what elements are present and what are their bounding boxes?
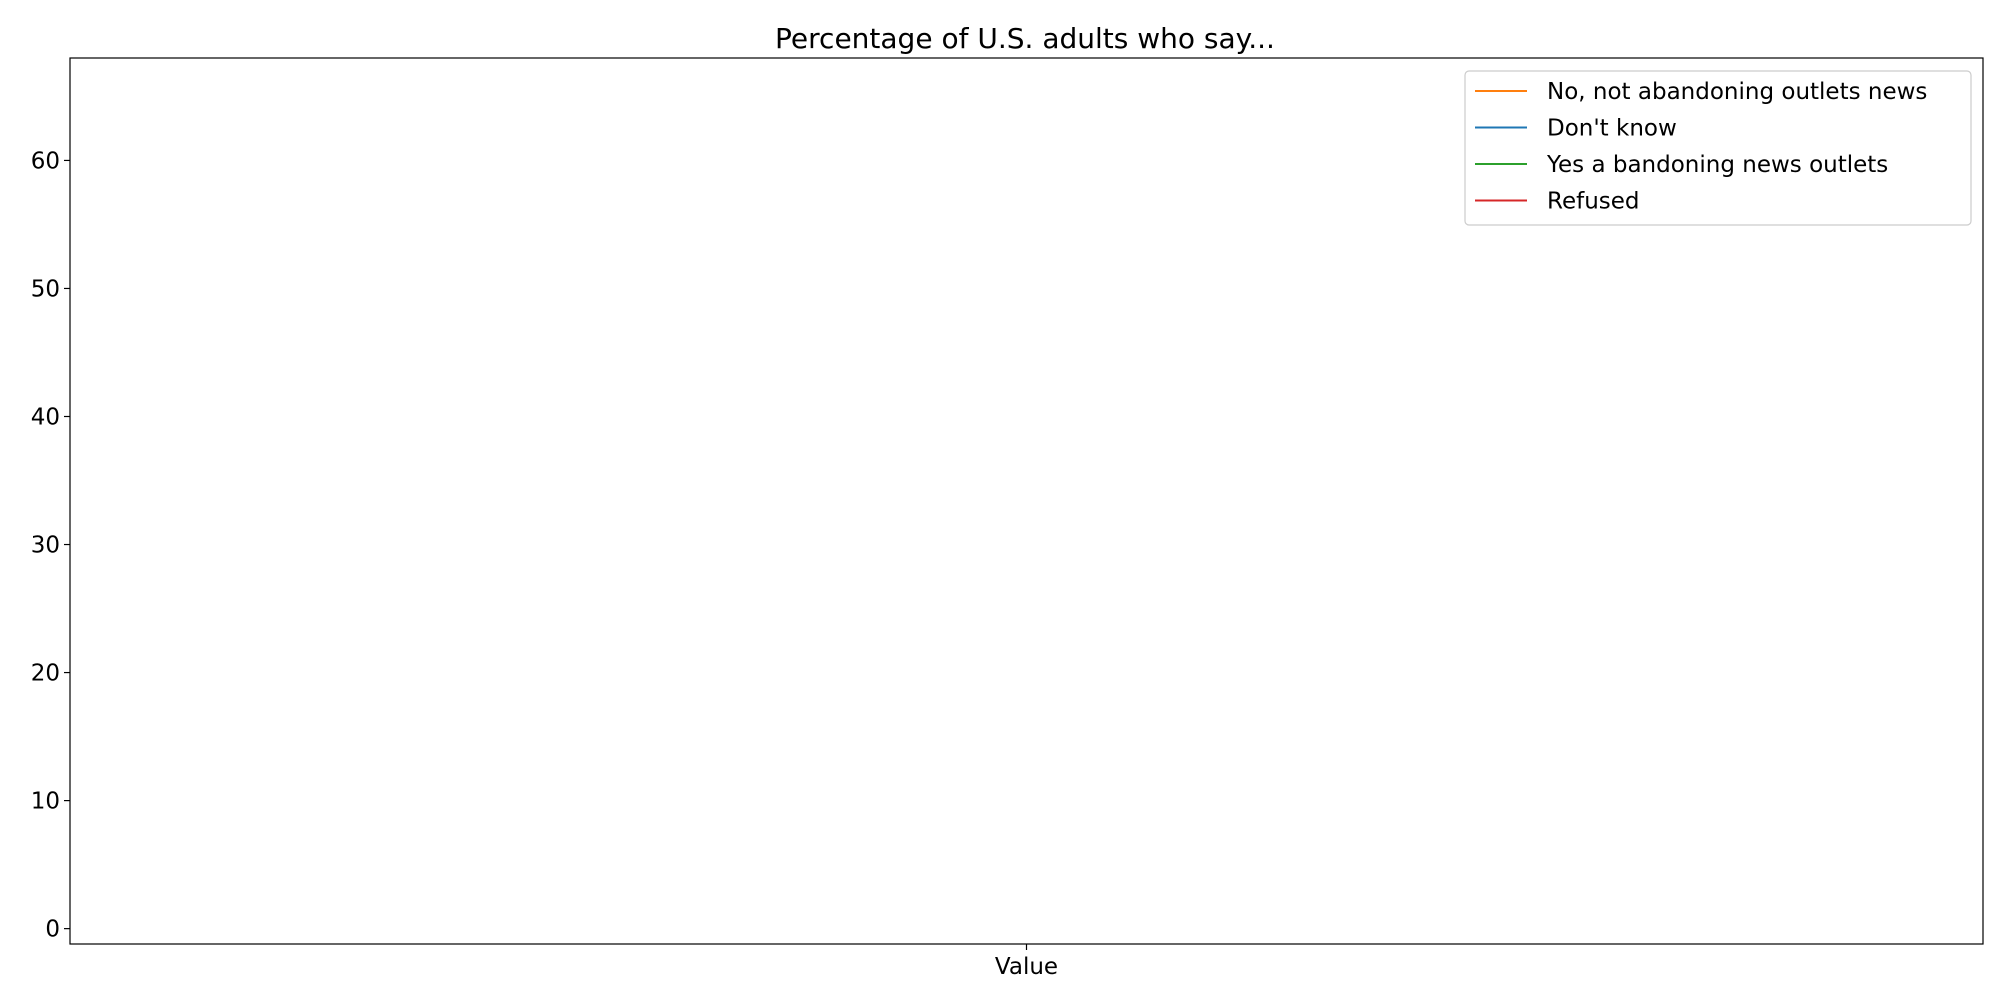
x-tick-label: Value bbox=[995, 954, 1058, 980]
legend-label: Yes a bandoning news outlets bbox=[1546, 152, 1888, 178]
chart-title: Percentage of U.S. adults who say... bbox=[775, 22, 1275, 55]
y-tick-label: 20 bbox=[31, 661, 60, 687]
legend-items: No, not abandoning outlets news Don't kno… bbox=[1475, 79, 1927, 215]
legend-label: Don't know bbox=[1547, 116, 1677, 142]
legend-frame bbox=[1464, 70, 1972, 226]
y-tick-label: 30 bbox=[31, 533, 60, 559]
legend-label: No, not abandoning outlets news bbox=[1547, 79, 1927, 105]
y-tick-label: 50 bbox=[31, 276, 60, 302]
y-tick-label: 40 bbox=[31, 404, 60, 430]
y-axis: 0 10 20 30 40 50 60 bbox=[31, 148, 70, 943]
x-axis: Value bbox=[995, 944, 1058, 980]
legend-label: Refused bbox=[1547, 189, 1640, 215]
y-tick-label: 10 bbox=[31, 789, 60, 815]
legend: No, not abandoning outlets news Don't kno… bbox=[1464, 70, 1972, 226]
y-tick-label: 0 bbox=[45, 917, 60, 943]
y-tick-label: 60 bbox=[31, 148, 60, 174]
